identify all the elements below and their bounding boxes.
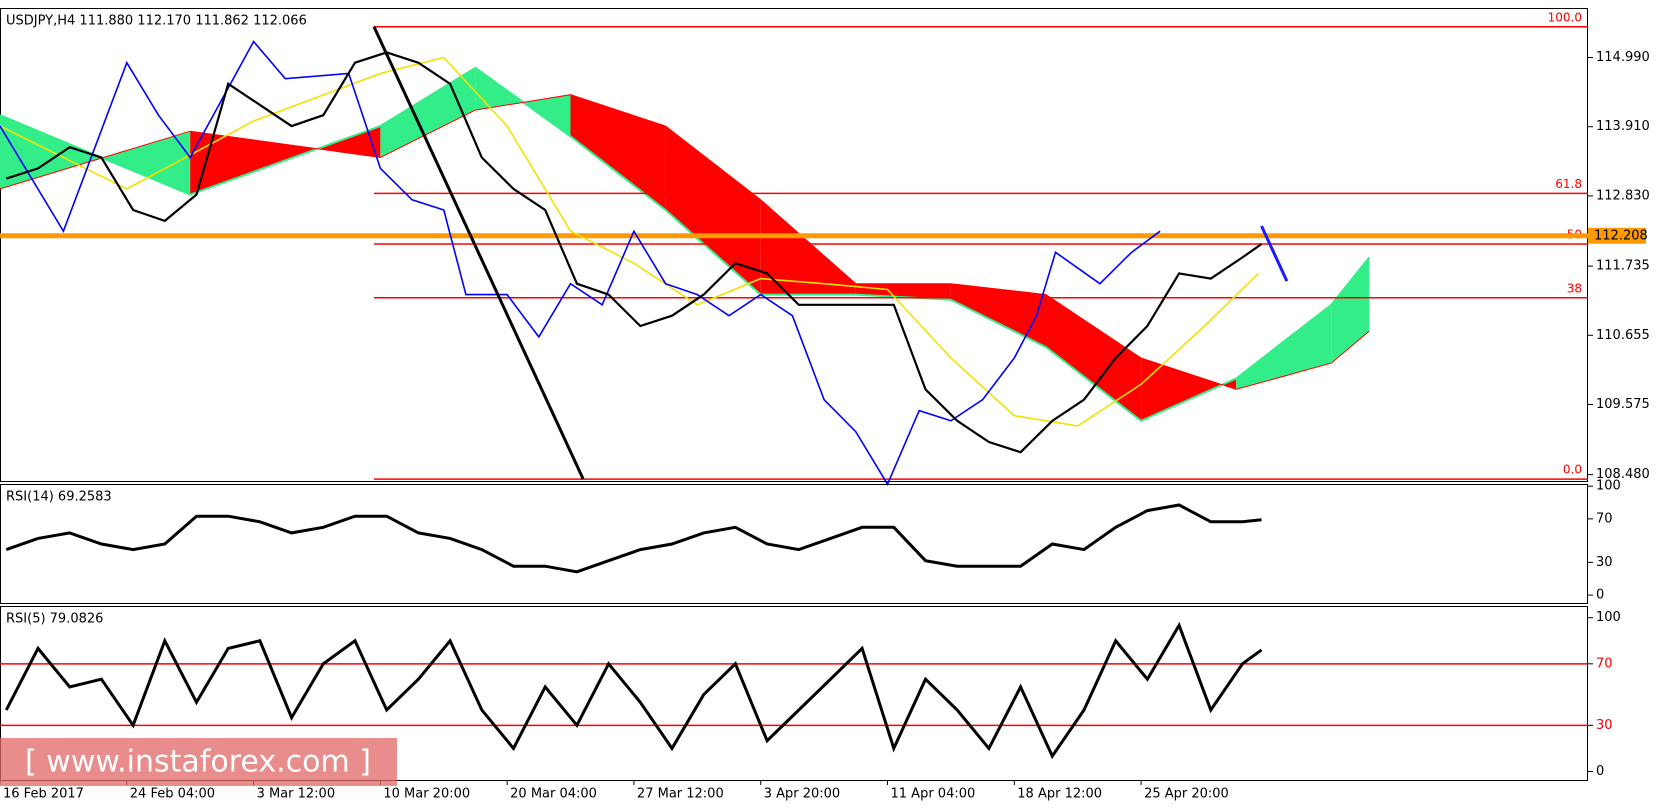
panel-title: USDJPY,H4 111.880 112.170 111.862 112.06… [6, 14, 307, 29]
cloud-span-a [0, 66, 1371, 422]
cloud-segment [1331, 257, 1370, 364]
y-tick-label: 110.655 [1596, 328, 1650, 343]
cloud-segment [1046, 294, 1142, 421]
indicator-line [5, 503, 1262, 574]
x-tick-label: 18 Apr 12:00 [1017, 787, 1102, 802]
x-tick-label: 27 Mar 12:00 [637, 787, 724, 802]
panel-frame [0, 606, 1588, 781]
level-label: 38 [1567, 281, 1582, 295]
y-tick-label: 0 [1596, 764, 1604, 779]
series-line [0, 40, 1161, 486]
series-line [5, 51, 1263, 454]
y-tick-label: 100 [1596, 610, 1621, 625]
cloud-segment [1236, 304, 1332, 390]
level-label: 100.0 [1548, 10, 1582, 24]
x-tick-label: 20 Mar 04:00 [510, 787, 597, 802]
y-tick-label: 109.575 [1596, 397, 1650, 412]
y-tick-label: 70 [1596, 511, 1613, 526]
x-tick-label: 10 Mar 20:00 [383, 787, 470, 802]
x-tick-label: 3 Mar 12:00 [257, 787, 336, 802]
y-tick-label: 114.990 [1596, 50, 1650, 65]
cloud-segment [760, 199, 856, 295]
series-line [0, 56, 1259, 427]
panel-frame [0, 484, 1588, 604]
y-tick-label: 30 [1596, 555, 1613, 570]
x-tick-label: 24 Feb 04:00 [130, 787, 215, 802]
cloud-span-b [0, 94, 1370, 390]
cloud-segment [950, 283, 1046, 348]
level-label: 0.0 [1563, 463, 1582, 477]
cloud-segment [570, 94, 666, 210]
x-tick-label: 16 Feb 2017 [3, 787, 84, 802]
trendline [372, 26, 585, 480]
watermark-box [0, 738, 397, 786]
cloud-segment [380, 67, 476, 158]
x-tick-label: 11 Apr 04:00 [891, 787, 976, 802]
y-tick-label: 70 [1596, 656, 1613, 671]
y-tick-label: 111.735 [1596, 259, 1650, 274]
x-tick-label: 25 Apr 20:00 [1144, 787, 1229, 802]
cloud-segment [665, 126, 761, 295]
watermark: [ www.instaforex.com ] [25, 745, 371, 780]
y-tick-label: 30 [1596, 718, 1613, 733]
panel-title: RSI(5) 79.0826 [6, 612, 103, 627]
y-tick-label: 112.830 [1596, 188, 1650, 203]
y-tick-label: 0 [1596, 588, 1604, 603]
y-tick-label: 113.910 [1596, 119, 1650, 134]
y-tick-label: 100 [1596, 479, 1621, 494]
indicator-line [4, 621, 1263, 760]
level-label: 61.8 [1555, 177, 1582, 191]
price-label-box [1588, 227, 1646, 244]
arrow [1260, 225, 1289, 282]
x-tick-label: 3 Apr 20:00 [764, 787, 841, 802]
panel-frame [0, 8, 1588, 482]
panel-title: RSI(14) 69.2583 [6, 490, 112, 505]
cloud-segment [1141, 358, 1237, 421]
price-label: 112.208 [1594, 228, 1648, 243]
y-tick-label: 108.480 [1596, 467, 1650, 482]
